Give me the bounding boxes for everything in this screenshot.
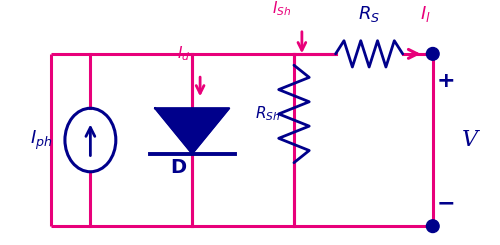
Text: $I_d$: $I_d$ [176,45,190,63]
Circle shape [426,220,439,233]
Text: −: − [437,194,456,213]
Polygon shape [155,108,229,154]
Text: V: V [462,129,478,151]
Text: $I_{Sh}$: $I_{Sh}$ [272,0,291,18]
Text: +: + [437,71,456,91]
Text: $R_{Sh}$: $R_{Sh}$ [255,105,280,123]
Text: $I_{ph}$: $I_{ph}$ [30,128,52,152]
Circle shape [426,48,439,60]
Text: $I_l$: $I_l$ [420,4,430,24]
Text: D: D [170,158,186,177]
Text: $R_S$: $R_S$ [358,4,380,24]
